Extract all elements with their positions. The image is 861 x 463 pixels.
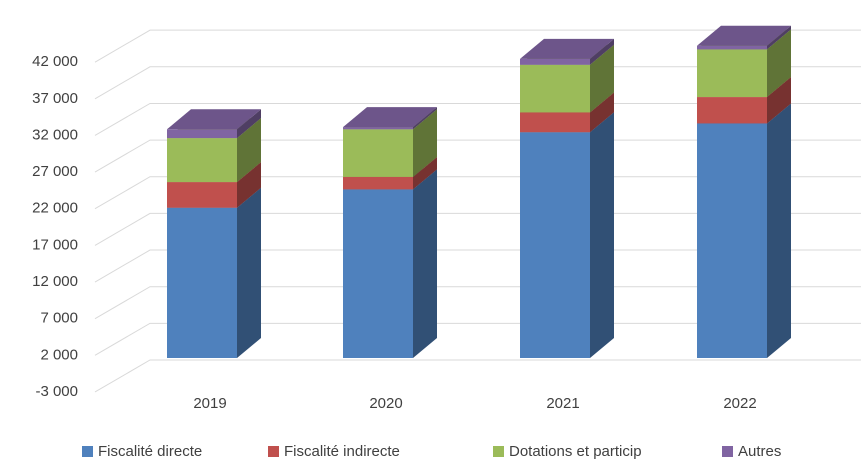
legend-swatch [82, 446, 93, 457]
bar-front [697, 123, 767, 358]
bar-side [237, 109, 261, 139]
bar-side [237, 187, 261, 358]
y-tick-label: 2 000 [40, 346, 78, 363]
legend-swatch [493, 446, 504, 457]
bar-side [767, 77, 791, 124]
grid-line [94, 286, 861, 320]
bar-side [413, 156, 437, 190]
bar-top [697, 25, 791, 46]
y-tick-label: 22 000 [32, 200, 78, 217]
grid-line [94, 249, 861, 283]
bar-front [697, 45, 767, 50]
y-tick-label: 37 000 [32, 90, 78, 107]
legend-swatch [268, 446, 279, 457]
bar-top [343, 107, 437, 128]
grid-line [94, 359, 861, 393]
legend-swatch [722, 446, 733, 457]
bar-front [167, 138, 237, 183]
bar-front [520, 132, 590, 358]
legend-label: Dotations et particip [509, 443, 642, 460]
bar-side [413, 109, 437, 177]
bar-side [590, 92, 614, 133]
y-tick-label: 42 000 [32, 53, 78, 70]
y-tick-label: 17 000 [32, 236, 78, 253]
bar-front [520, 112, 590, 133]
grid-line [94, 102, 861, 136]
x-tick-label: 2020 [369, 395, 402, 412]
grid-line [94, 322, 861, 356]
bar-side [767, 25, 791, 50]
bar-front [167, 129, 237, 139]
bar-front [343, 129, 413, 177]
legend-label: Autres [738, 443, 781, 460]
y-tick-label: 7 000 [40, 310, 78, 327]
y-tick-label: 32 000 [32, 126, 78, 143]
grid-line [94, 212, 861, 246]
grid-line [94, 176, 861, 210]
grid-line [94, 66, 861, 100]
bar-front [520, 58, 590, 65]
bar-front [697, 97, 767, 124]
bar-front [167, 182, 237, 208]
legend-label: Fiscalité indirecte [284, 443, 400, 460]
y-tick-label: 27 000 [32, 163, 78, 180]
x-tick-label: 2021 [546, 395, 579, 412]
bar-side [767, 29, 791, 98]
bar-front [520, 64, 590, 113]
bar-front [343, 127, 413, 130]
grid-line [94, 139, 861, 173]
bar-side [237, 118, 261, 183]
x-tick-label: 2022 [723, 395, 756, 412]
bar-front [697, 49, 767, 98]
grid-line [94, 29, 861, 63]
bar-top [167, 109, 261, 130]
x-tick-label: 2019 [193, 395, 226, 412]
bar-side [413, 107, 437, 130]
y-tick-label: -3 000 [35, 383, 78, 400]
bar-side [767, 103, 791, 358]
bar-side [590, 44, 614, 113]
bar-side [237, 162, 261, 208]
bar-front [343, 176, 413, 190]
bar-top [520, 38, 614, 59]
bar-front [167, 207, 237, 358]
bar-side [590, 38, 614, 65]
bar-side [590, 112, 614, 359]
y-tick-label: 12 000 [32, 273, 78, 290]
legend-label: Fiscalité directe [98, 443, 202, 460]
bar-front [343, 189, 413, 358]
bar-side [413, 169, 437, 358]
